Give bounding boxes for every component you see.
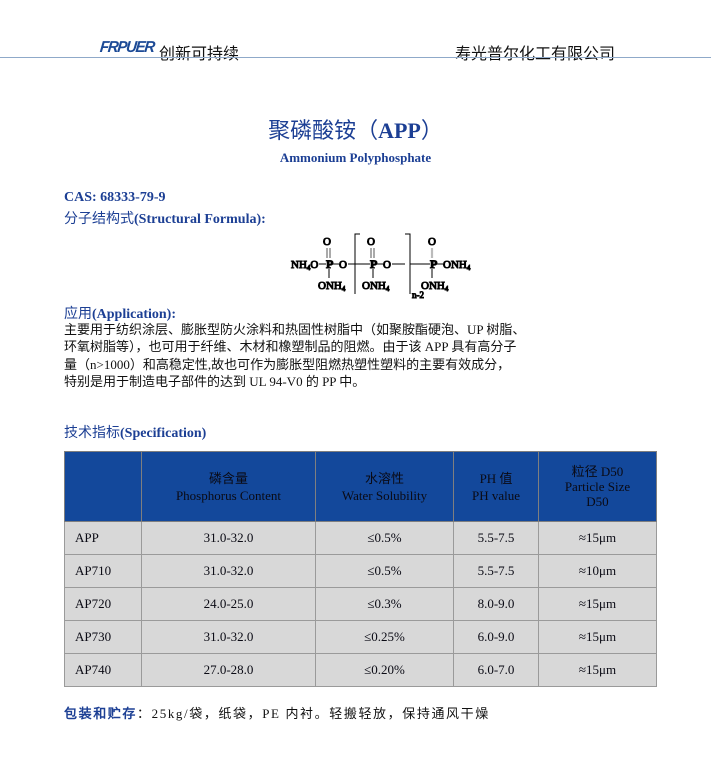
svg-text:ONH4: ONH4 (362, 280, 390, 293)
svg-text:O: O (367, 236, 375, 248)
svg-text:O: O (428, 236, 436, 248)
svg-text:ONH4: ONH4 (318, 280, 346, 293)
svg-text:P: P (430, 257, 437, 271)
svg-text:O: O (383, 259, 391, 271)
svg-text:n-2: n-2 (412, 290, 424, 300)
svg-text:P: P (370, 257, 377, 271)
svg-text:ONH4: ONH4 (443, 259, 471, 272)
svg-text:ONH4: ONH4 (421, 280, 449, 293)
svg-text:P: P (326, 257, 333, 271)
svg-text:O: O (323, 236, 331, 248)
svg-text:O: O (339, 259, 347, 271)
svg-text:NH4O: NH4O (291, 259, 318, 272)
